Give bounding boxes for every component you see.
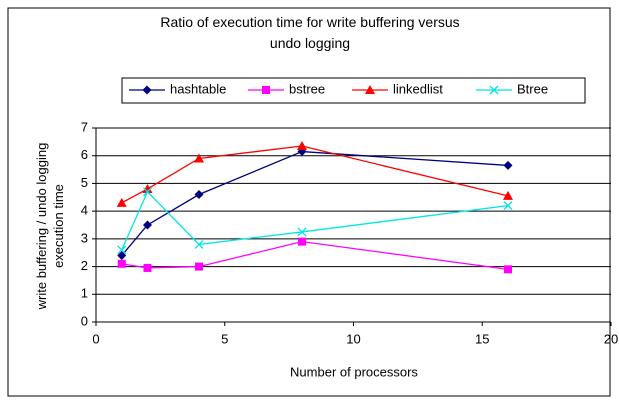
x-tick-label: 10 [346,331,360,346]
legend-label: linkedlist [393,81,443,96]
data-point [117,245,127,255]
x-tick-label: 20 [604,331,618,346]
legend-label: bstree [289,81,325,96]
chart-title: Ratio of execution time for write buffer… [160,14,460,51]
data-point [117,259,126,268]
y-tick-label: 0 [81,313,88,328]
x-tick-label: 15 [475,331,489,346]
data-point [503,201,513,211]
data-point [143,187,152,197]
x-tick-label: 0 [92,331,99,346]
legend-marker [262,86,270,94]
data-point [194,239,204,249]
data-point [142,183,153,193]
x-tick-label: 5 [221,331,228,346]
data-point [117,250,127,260]
y-tick-label: 3 [81,230,88,245]
data-point [143,263,152,272]
data-point [194,190,204,200]
y-axis-label: write buffering / undo logging execution… [34,142,66,310]
data-point [297,227,307,237]
data-point [503,190,513,200]
legend-label: hashtable [170,81,226,96]
y-tick-label: 6 [81,147,88,162]
data-point [297,141,307,151]
chart-frame [7,7,611,397]
y-tick-label: 4 [81,203,88,218]
data-point [504,265,512,274]
data-point [503,160,513,170]
y-tick-label: 7 [81,119,88,134]
data-point [298,237,306,246]
legend-marker [142,85,152,95]
legend-marker [489,85,499,95]
y-tick-label: 1 [81,286,88,301]
y-tick-label: 5 [81,175,88,190]
legend-label: Btree [517,81,548,96]
legend-marker [365,85,375,94]
data-point [195,262,203,271]
x-axis-label: Number of processors [290,364,418,379]
data-point [194,153,204,163]
data-point [143,220,152,230]
data-point [116,197,127,207]
y-tick-label: 2 [81,258,88,273]
